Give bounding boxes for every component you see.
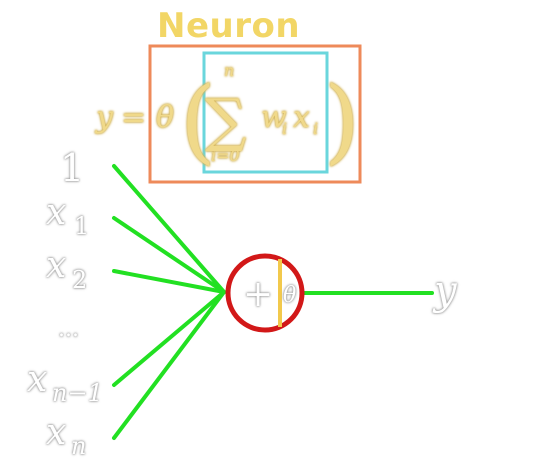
edge-input-xn bbox=[112, 290, 226, 440]
input-label-ellipsis: ... bbox=[58, 317, 79, 342]
formula-term-x-sub: i bbox=[313, 119, 318, 138]
edge-input-1 bbox=[112, 164, 226, 294]
formula-term-x: x bbox=[293, 100, 310, 135]
formula-term-w: w bbox=[261, 100, 287, 135]
summation-box bbox=[202, 51, 329, 174]
edge-input-xn-1 bbox=[112, 290, 226, 387]
input-label-sub: n bbox=[71, 432, 86, 460]
input-label-sub: n−1 bbox=[52, 379, 103, 407]
input-label-sub: 1 bbox=[74, 212, 89, 240]
formula-equals: = bbox=[121, 100, 146, 135]
formula-right-paren: ) bbox=[324, 67, 360, 174]
edge-input-x1 bbox=[112, 216, 226, 294]
formula-outer-box bbox=[148, 44, 362, 184]
formula: y = θ ( n ∑ i=0 w i x i ) bbox=[94, 61, 360, 174]
edge-input-x2 bbox=[112, 269, 226, 294]
formula-left-paren: ( bbox=[180, 67, 216, 174]
formula-upper-limit: n bbox=[224, 61, 234, 80]
formula-term-w-sub: i bbox=[282, 119, 287, 138]
node-activation-symbol: θ bbox=[283, 283, 296, 308]
input-label-main: x bbox=[46, 192, 66, 233]
node-sum-symbol: + bbox=[243, 274, 273, 315]
formula-lhs: y bbox=[94, 100, 114, 135]
output-label: y bbox=[432, 268, 458, 314]
input-label-sub: 2 bbox=[72, 266, 87, 294]
input-label-main: 1 bbox=[60, 146, 84, 190]
formula-activation: θ bbox=[156, 100, 174, 135]
input-label-main: x bbox=[27, 359, 47, 400]
input-label-main: x bbox=[46, 245, 66, 286]
input-labels: 1 x 1 x 2 ... x n−1 x n bbox=[27, 146, 103, 460]
formula-lower-limit: i=0 bbox=[211, 146, 240, 165]
neuron-node: + θ bbox=[225, 253, 305, 333]
node-circle bbox=[225, 253, 305, 333]
input-edges bbox=[112, 164, 226, 440]
input-label-main: x bbox=[46, 412, 66, 453]
formula-sum-symbol: ∑ bbox=[205, 86, 246, 154]
diagram-title: Neuron bbox=[157, 6, 301, 46]
